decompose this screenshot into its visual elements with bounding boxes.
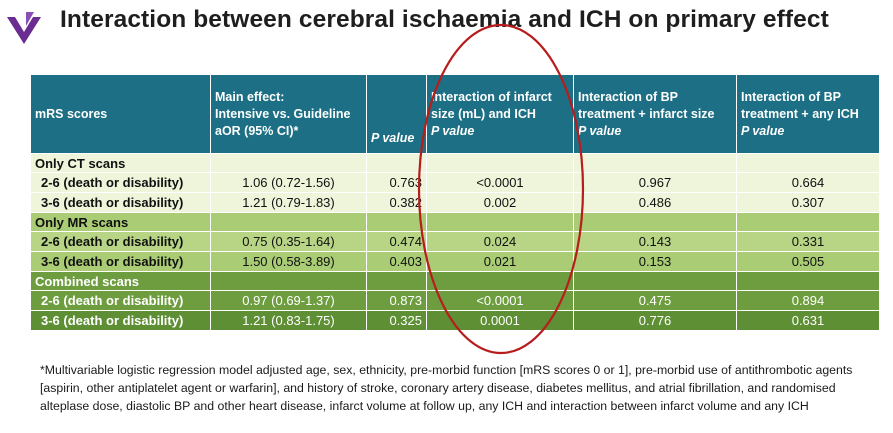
section-label: Only CT scans [30, 153, 211, 173]
header-mrs-scores: mRS scores [30, 74, 211, 154]
header-bp-infarct-line-1: Interaction of BP [578, 89, 679, 104]
aor-cell: 0.97 (0.69-1.37) [210, 290, 367, 311]
header-bp-ich-line-2: treatment + any ICH [741, 106, 859, 121]
results-table: mRS scores Main effect: Intensive vs. Gu… [30, 74, 880, 331]
header-p-value: P value [366, 74, 427, 154]
header-bp-infarct-line-3: P value [578, 123, 622, 138]
p-value-cell: 0.873 [366, 290, 427, 311]
bp-ich-cell: 0.307 [736, 192, 880, 213]
bp-infarct-cell: 0.776 [573, 310, 737, 331]
row-label: 3-6 (death or disability) [30, 310, 211, 331]
header-main-effect: Main effect: Intensive vs. Guideline aOR… [210, 74, 367, 154]
infarct-ich-cell: 0.0001 [426, 310, 574, 331]
row-label: 3-6 (death or disability) [30, 251, 211, 272]
table-row: 2-6 (death or disability) 0.97 (0.69-1.3… [30, 290, 880, 311]
infarct-ich-cell: <0.0001 [426, 172, 574, 193]
header-infarct-line-2: size (mL) and ICH [431, 106, 536, 121]
p-value-cell: 0.763 [366, 172, 427, 193]
header-bp-ich-line-1: Interaction of BP [741, 89, 842, 104]
section-row-ct: Only CT scans [30, 153, 880, 173]
highlight-ellipse [417, 23, 585, 355]
header-bp-ich-line-3: P value [741, 123, 785, 138]
header-bp-infarct-line-2: treatment + infarct size [578, 106, 715, 121]
table-header-row: mRS scores Main effect: Intensive vs. Gu… [30, 74, 880, 154]
aor-cell: 1.21 (0.83-1.75) [210, 310, 367, 331]
header-main-line-2: Intensive vs. Guideline [215, 106, 351, 121]
table-row: 3-6 (death or disability) 1.50 (0.58-3.8… [30, 251, 880, 272]
header-infarct-line-3: P value [431, 123, 475, 138]
infarct-ich-cell: <0.0001 [426, 290, 574, 311]
page-title: Interaction between cerebral ischaemia a… [60, 6, 829, 33]
table-row: 3-6 (death or disability) 1.21 (0.79-1.8… [30, 192, 880, 213]
bp-infarct-cell: 0.153 [573, 251, 737, 272]
header-interaction-infarct-ich: Interaction of infarct size (mL) and ICH… [426, 74, 574, 154]
infarct-ich-cell: 0.002 [426, 192, 574, 213]
bp-infarct-cell: 0.967 [573, 172, 737, 193]
row-label: 2-6 (death or disability) [30, 290, 211, 311]
aor-cell: 1.50 (0.58-3.89) [210, 251, 367, 272]
bp-ich-cell: 0.331 [736, 231, 880, 252]
section-row-mr: Only MR scans [30, 212, 880, 232]
bp-ich-cell: 0.664 [736, 172, 880, 193]
row-label: 2-6 (death or disability) [30, 231, 211, 252]
table-row: 3-6 (death or disability) 1.21 (0.83-1.7… [30, 310, 880, 331]
header-main-line-3: aOR (95% CI)* [215, 123, 299, 138]
bp-infarct-cell: 0.143 [573, 231, 737, 252]
table-row: 2-6 (death or disability) 0.75 (0.35-1.6… [30, 231, 880, 252]
header-interaction-bp-ich: Interaction of BP treatment + any ICH P … [736, 74, 880, 154]
aor-cell: 1.21 (0.79-1.83) [210, 192, 367, 213]
bp-infarct-cell: 0.486 [573, 192, 737, 213]
p-value-cell: 0.325 [366, 310, 427, 331]
section-label: Only MR scans [30, 212, 211, 232]
logo-icon [7, 12, 41, 44]
row-label: 2-6 (death or disability) [30, 172, 211, 193]
table-row: 2-6 (death or disability) 1.06 (0.72-1.5… [30, 172, 880, 193]
bp-ich-cell: 0.894 [736, 290, 880, 311]
header-interaction-bp-infarct: Interaction of BP treatment + infarct si… [573, 74, 737, 154]
header-infarct-line-1: Interaction of infarct [431, 89, 552, 104]
footnote: *Multivariable logistic regression model… [40, 363, 853, 413]
section-label: Combined scans [30, 271, 211, 291]
aor-cell: 0.75 (0.35-1.64) [210, 231, 367, 252]
row-label: 3-6 (death or disability) [30, 192, 211, 213]
bp-ich-cell: 0.631 [736, 310, 880, 331]
bp-infarct-cell: 0.475 [573, 290, 737, 311]
bp-ich-cell: 0.505 [736, 251, 880, 272]
header-main-line-1: Main effect: [215, 89, 285, 104]
aor-cell: 1.06 (0.72-1.56) [210, 172, 367, 193]
p-value-cell: 0.403 [366, 251, 427, 272]
